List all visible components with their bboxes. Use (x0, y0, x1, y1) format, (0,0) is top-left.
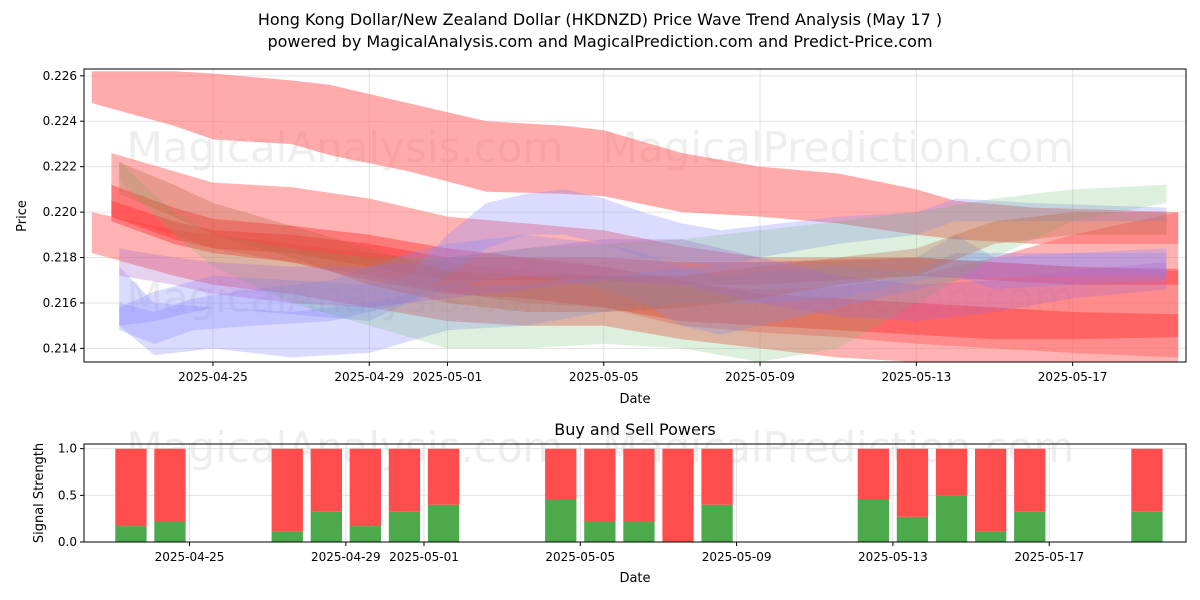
watermark-analysis-bottom: MagicalAnalysis.com (127, 423, 564, 472)
price-wave-band-1 (91, 71, 1179, 244)
signal-y-axis-label: Signal Strength (32, 443, 47, 543)
price-y-tick-label: 0.216 (43, 296, 77, 310)
price-y-tick-label: 0.218 (43, 251, 77, 265)
sell-power-bar-8 (545, 448, 577, 500)
signal-y-tick-label: 0.0 (58, 535, 77, 549)
sell-power-bar-2 (154, 448, 186, 522)
buy-power-bar-4 (310, 511, 342, 542)
price-wave-band-7 (119, 234, 1167, 344)
price-wave-band-11 (119, 239, 1167, 322)
buy-power-bar-8 (545, 500, 577, 542)
signal-x-tick-label: 2025-05-17 (1014, 550, 1084, 564)
signal-x-tick-label: 2025-05-09 (702, 550, 772, 564)
price-y-tick-label: 0.226 (43, 69, 77, 83)
price-y-axis-label: Price (15, 200, 30, 232)
buy-power-bar-13 (857, 500, 889, 542)
buy-power-bar-16 (975, 531, 1007, 542)
signal-x-ticks: 2025-04-25 2025-04-29 2025-05-01 2025-05-05… (155, 542, 1084, 564)
signal-x-tick-label: 2025-05-05 (545, 550, 615, 564)
price-wave-band-5 (111, 200, 1179, 285)
buy-power-bar-14 (896, 516, 929, 542)
buy-power-bar-1 (115, 526, 147, 542)
buy-power-bar-6 (388, 511, 421, 542)
price-wave-band-6 (119, 189, 1167, 326)
sell-power-bar-15 (935, 448, 968, 496)
price-x-tick-label: 2025-04-29 (334, 370, 404, 384)
signal-x-tick-label: 2025-05-01 (389, 550, 459, 564)
buy-power-bar-3 (271, 531, 303, 542)
price-x-tick-label: 2025-05-13 (881, 370, 951, 384)
price-y-tick-label: 0.220 (43, 205, 77, 219)
signal-x-axis-label: Date (619, 571, 650, 586)
price-x-tick-label: 2025-05-01 (413, 370, 483, 384)
sell-power-bar-1 (115, 448, 147, 527)
price-x-tick-label: 2025-05-09 (725, 370, 795, 384)
sell-power-bar-13 (857, 448, 889, 500)
signal-y-tick-label: 0.5 (58, 488, 77, 502)
signal-x-tick-label: 2025-04-25 (155, 550, 225, 564)
signal-plot-frame (83, 443, 1187, 543)
price-y-tick-label: 0.222 (43, 160, 77, 174)
price-wave-band-8 (119, 234, 1167, 358)
sell-power-bar-5 (349, 448, 381, 527)
signal-bars (115, 448, 1163, 542)
buy-power-bar-12 (701, 504, 733, 542)
price-y-tick-label: 0.224 (43, 114, 77, 128)
price-wave-band-4 (111, 184, 1179, 340)
price-y-tick-label: 0.214 (43, 341, 77, 355)
signal-x-tick-label: 2025-04-29 (311, 550, 381, 564)
buy-power-bar-7 (427, 504, 460, 542)
chart-title-line2: powered by MagicalAnalysis.com and Magic… (267, 32, 932, 51)
sell-power-bar-17 (1014, 448, 1046, 512)
buy-power-bar-10 (623, 521, 655, 542)
price-x-tick-label: 2025-05-17 (1038, 370, 1108, 384)
sell-power-bar-6 (388, 448, 421, 512)
buy-power-bar-15 (935, 495, 968, 542)
sell-power-bar-3 (271, 448, 303, 532)
buy-power-bar-9 (584, 521, 616, 542)
sell-power-bar-14 (896, 448, 929, 517)
sell-power-bar-12 (701, 448, 733, 505)
price-x-tick-label: 2025-05-05 (569, 370, 639, 384)
price-wave-band-3 (91, 212, 1179, 362)
price-wave-bands (91, 71, 1179, 362)
signal-x-tick-label: 2025-05-13 (858, 550, 928, 564)
sell-power-bar-10 (623, 448, 655, 522)
price-wave-band-9 (119, 162, 1167, 362)
price-x-axis-label: Date (619, 392, 650, 407)
price-plot-frame (83, 68, 1187, 363)
sell-power-bar-18 (1131, 448, 1163, 512)
signal-y-tick-label: 1.0 (58, 442, 77, 456)
buy-power-bar-18 (1131, 511, 1163, 542)
price-x-tick-label: 2025-04-25 (178, 370, 248, 384)
price-y-ticks: 0.214 0.216 0.218 0.220 0.222 0.224 0.226 (43, 69, 84, 355)
sell-power-bar-7 (427, 448, 460, 505)
sell-power-bar-11 (662, 448, 694, 542)
price-wave-band-10 (119, 162, 1167, 312)
price-x-ticks: 2025-04-25 2025-04-29 2025-05-01 2025-05-05… (178, 362, 1108, 384)
sell-power-bar-9 (584, 448, 616, 522)
buy-power-bar-2 (154, 521, 186, 542)
sell-power-bar-4 (310, 448, 342, 512)
signal-y-ticks: 0.0 0.5 1.0 (58, 442, 84, 549)
buy-power-bar-5 (349, 526, 381, 542)
sell-power-bar-16 (975, 448, 1007, 532)
buy-power-bar-17 (1014, 511, 1046, 542)
chart-title-line1: Hong Kong Dollar/New Zealand Dollar (HKD… (258, 10, 942, 29)
signal-chart-title: Buy and Sell Powers (554, 420, 716, 439)
